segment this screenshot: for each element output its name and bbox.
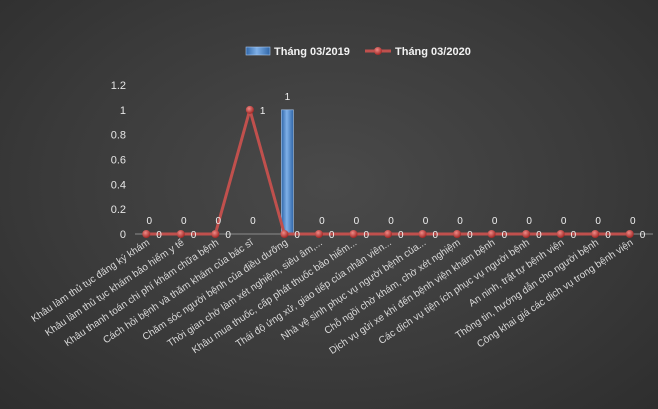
line-marker-2020	[245, 105, 254, 114]
legend-label-2020: Tháng 03/2020	[395, 46, 471, 58]
data-label-2020: 0	[605, 230, 611, 241]
line-marker-2020	[280, 230, 289, 238]
legend-marker-2020	[374, 47, 382, 55]
data-label-2020: 0	[640, 230, 646, 241]
y-tick-label: 1	[120, 105, 126, 117]
line-marker-2020	[453, 230, 462, 238]
y-tick-label: 0.6	[111, 155, 126, 167]
y-tick-label: 1.2	[111, 80, 126, 92]
data-label-2020: 0	[294, 230, 300, 241]
data-label-2019: 0	[319, 216, 325, 227]
line-marker-2020	[418, 230, 427, 238]
data-label-2019: 0	[423, 216, 429, 227]
data-label-2019: 1	[285, 92, 291, 103]
y-tick-label: 0	[120, 229, 126, 241]
line-marker-2020	[176, 230, 185, 238]
data-label-2019: 0	[388, 216, 394, 227]
y-axis: 0 0.2 0.4 0.6 0.8 1 1.2	[111, 80, 126, 241]
line-marker-2020	[487, 230, 496, 238]
data-label-2020: 0	[433, 230, 439, 241]
line-marker-2020	[142, 230, 151, 238]
data-label-2020: 0	[398, 230, 404, 241]
bar-2019	[281, 109, 294, 235]
line-series-2020	[142, 105, 634, 238]
legend: Tháng 03/2019 Tháng 03/2020	[245, 46, 471, 58]
line-marker-2020	[625, 230, 634, 238]
data-label-2019: 0	[630, 216, 636, 227]
data-label-2019: 0	[354, 216, 360, 227]
line-marker-2020	[314, 230, 323, 238]
legend-swatch-2019	[245, 46, 271, 56]
line-marker-2020	[556, 230, 565, 238]
data-label-2020: 0	[329, 230, 335, 241]
data-label-2020: 0	[536, 230, 542, 241]
legend-label-2019: Tháng 03/2019	[274, 46, 350, 58]
line-marker-2020	[349, 230, 358, 238]
data-label-2019: 0	[526, 216, 532, 227]
data-label-2019: 0	[595, 216, 601, 227]
line-marker-2020	[591, 230, 600, 238]
data-label-2020: 1	[260, 106, 266, 117]
data-label-2020: 0	[363, 230, 369, 241]
data-label-2019: 0	[492, 216, 498, 227]
line-marker-2020	[384, 230, 392, 238]
line-marker-2020	[522, 230, 531, 238]
data-label-2020: 0	[156, 230, 162, 241]
data-label-2019: 0	[216, 216, 222, 227]
data-label-2019: 0	[181, 216, 187, 227]
bar-series-2019	[281, 109, 294, 235]
data-label-2019: 0	[250, 216, 256, 227]
data-label-2019: 0	[561, 216, 567, 227]
data-label-2020: 0	[191, 230, 197, 241]
data-label-2020: 0	[225, 230, 231, 241]
y-tick-label: 0.4	[111, 179, 126, 191]
data-label-2019: 0	[146, 216, 152, 227]
legend-item-2019[interactable]: Tháng 03/2019	[245, 46, 350, 58]
y-tick-label: 0.8	[111, 130, 126, 142]
data-label-2019: 0	[457, 216, 463, 227]
y-tick-label: 0.2	[111, 204, 126, 216]
data-label-2020: 0	[467, 230, 473, 241]
legend-item-2020[interactable]: Tháng 03/2020	[365, 46, 471, 58]
data-labels: 0 0 0 010 0 0 0 0 0 0 0 0 00 0 010 0 0 0 0 0 0 0 0 0 0	[146, 92, 645, 241]
data-label-2020: 0	[502, 230, 508, 241]
line-marker-2020	[211, 230, 220, 238]
data-label-2020: 0	[571, 230, 577, 241]
